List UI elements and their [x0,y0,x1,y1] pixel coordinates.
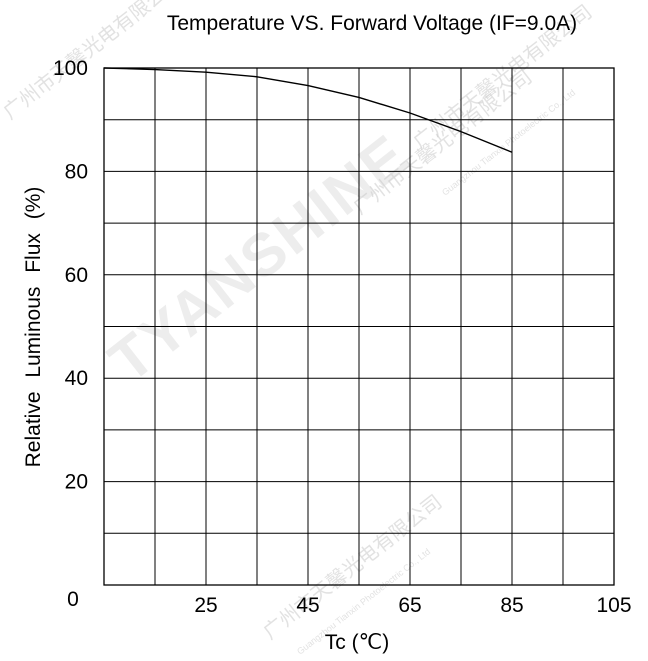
chart-title: Temperature VS. Forward Voltage (IF=9.0A… [167,12,577,35]
y-tick-label: 80 [65,160,88,183]
x-tick-label: 45 [296,594,319,617]
company-watermark: 广州市天馨光电有限公司 [0,0,186,124]
watermark-layer: TYANSHINE 广州市天馨光电有限公司 广州市天馨光电有限公司 广州市天馨光… [0,0,596,657]
y-tick-label: 20 [65,471,88,494]
y-tick-label: 60 [65,264,88,287]
plot-frame [103,67,615,586]
y-tick-label: 100 [53,57,88,80]
grid [104,68,614,585]
company-watermark: 广州市天馨光电有限公司 [259,490,447,644]
x-axis-label: Tc (℃) [325,631,389,654]
y-axis-label: Relative Luminous Flux (%) [22,187,45,468]
brand-watermark: TYANSHINE [97,121,421,395]
series-layer [103,67,513,153]
x-tick-labels: 25 45 65 85 105 [194,594,631,617]
x-tick-label: 85 [500,594,523,617]
origin-label: 0 [67,588,79,611]
x-tick-label: 25 [194,594,217,617]
series-line [103,67,513,153]
y-tick-labels: 20 40 60 80 100 [53,57,88,494]
y-tick-label: 40 [65,367,88,390]
x-tick-label: 105 [596,594,631,617]
x-tick-label: 65 [398,594,421,617]
